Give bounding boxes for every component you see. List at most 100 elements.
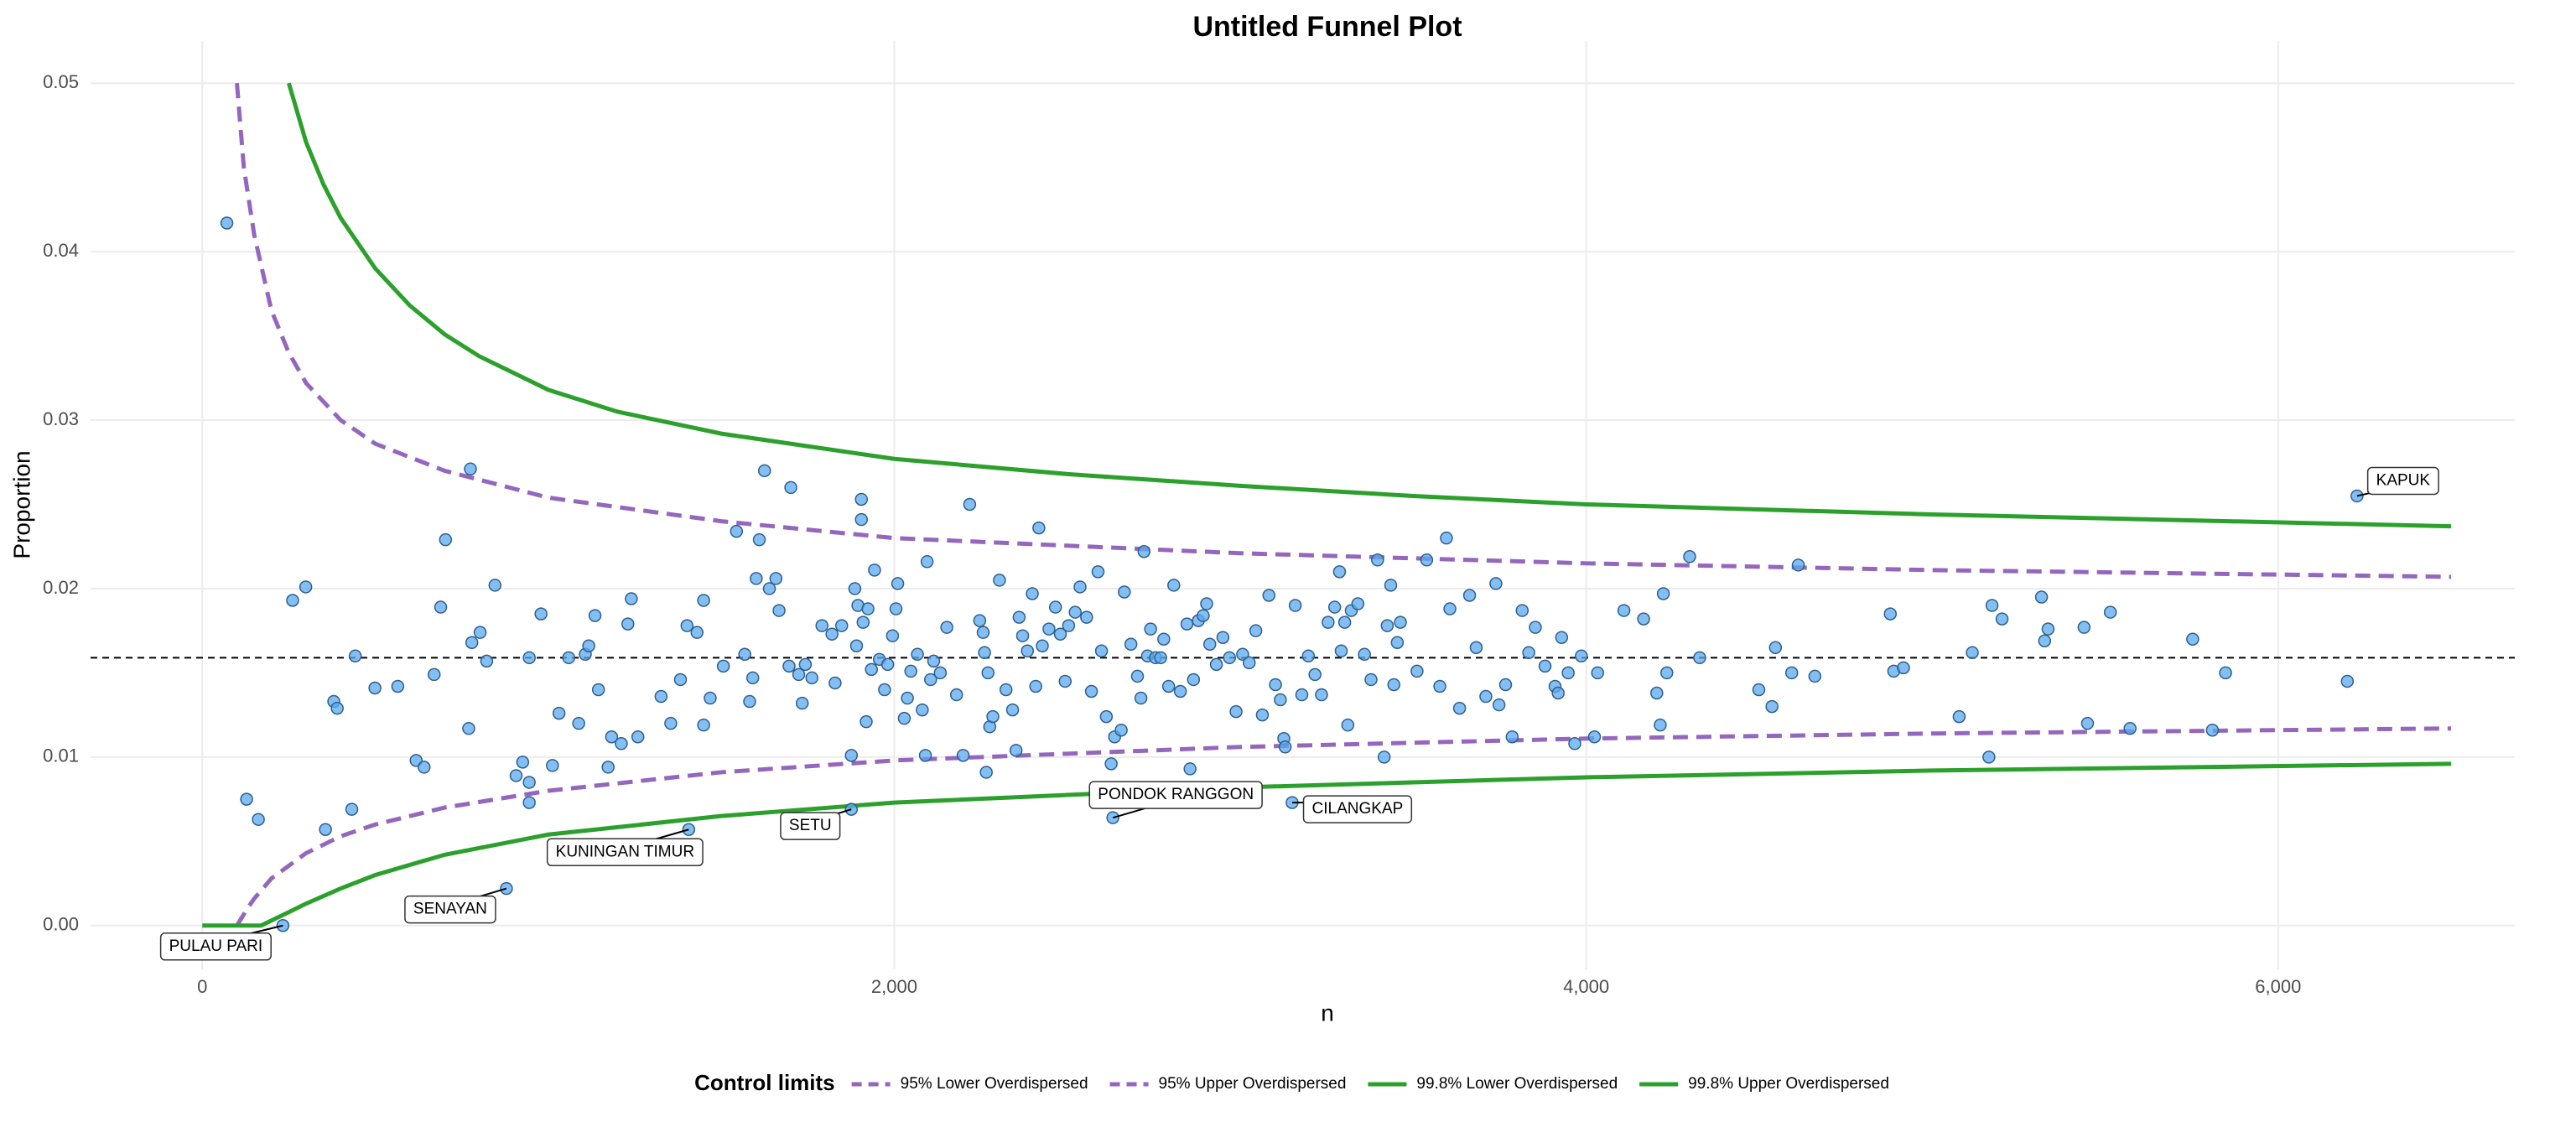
data-point (856, 615, 870, 629)
data-point (1099, 709, 1114, 724)
data-point (981, 666, 995, 680)
data-point (976, 626, 990, 639)
data-point (1492, 698, 1506, 712)
legend-label: 95% Lower Overdispersed (901, 1075, 1088, 1093)
data-point (2080, 716, 2095, 730)
data-point (1327, 600, 1342, 614)
data-point (1229, 704, 1243, 719)
data-point (920, 555, 934, 569)
annotation-box (404, 895, 496, 924)
data-point (1768, 641, 1783, 655)
x-tick-label: 6,000 (2255, 976, 2301, 997)
data-point (1683, 550, 1696, 564)
legend-label: 99.8% Lower Overdispersed (1416, 1075, 1618, 1093)
data-point (973, 614, 987, 627)
data-point (1202, 637, 1217, 651)
data-point (1587, 730, 1602, 744)
annotation-label: PONDOK RANGGON (1098, 786, 1254, 803)
data-point (784, 480, 797, 495)
data-point (2123, 721, 2137, 735)
chart-title: Untitled Funnel Plot (1192, 11, 1462, 43)
data-point (1351, 597, 1365, 610)
data-point (1173, 684, 1187, 699)
data-point (738, 647, 751, 662)
data-point (1144, 622, 1157, 636)
data-point (522, 796, 536, 809)
data-point (582, 639, 595, 653)
data-point (1791, 558, 1805, 572)
data-point (439, 532, 453, 547)
data-point (1269, 678, 1282, 692)
data-point (782, 659, 796, 673)
data-point (1315, 688, 1328, 702)
data-point (680, 619, 694, 632)
data-point (1808, 669, 1822, 683)
data-point (591, 683, 605, 697)
data-point (2041, 622, 2055, 636)
data-point (1026, 587, 1039, 600)
data-point (1180, 617, 1194, 631)
data-point (1295, 688, 1309, 702)
data-point (901, 691, 914, 705)
data-point (1420, 553, 1434, 567)
legend-label: 99.8% Upper Overdispersed (1688, 1075, 1889, 1093)
legend-title: Control limits (694, 1070, 835, 1095)
data-point (2186, 632, 2199, 646)
annotation-box (2366, 466, 2439, 496)
annotation-box (546, 838, 704, 866)
data-point (716, 659, 730, 673)
data-point (1005, 703, 1020, 717)
data-point (1752, 683, 1766, 697)
data-point (286, 594, 299, 607)
data-point (825, 627, 839, 641)
data-point (1084, 684, 1098, 699)
data-point (345, 802, 359, 816)
data-point (1137, 544, 1151, 558)
plot-area (91, 82, 2515, 932)
y-tick-label: 0.01 (43, 745, 79, 766)
data-point (878, 683, 891, 697)
data-point (1654, 718, 1667, 732)
data-point (1443, 602, 1457, 615)
data-point (886, 629, 900, 642)
data-point (1575, 649, 1588, 663)
data-point (615, 737, 628, 750)
data-point (690, 626, 704, 639)
grid: 0.00 0.01 0.02 0.03 0.04 0.05 0 2,000 4,000 6,000 (43, 41, 2515, 997)
data-point (792, 667, 806, 682)
data-point (509, 769, 523, 782)
data-point (2103, 605, 2117, 619)
data-point (631, 730, 645, 744)
data-point (1883, 607, 1898, 621)
data-point (1784, 666, 1799, 680)
data-point (1380, 619, 1394, 632)
data-point (1377, 750, 1391, 764)
data-point (1167, 579, 1181, 592)
data-point (904, 664, 917, 678)
data-point (798, 657, 813, 672)
data-point (1080, 610, 1093, 624)
data-point (562, 651, 575, 665)
data-point (1134, 691, 1148, 705)
data-point (1012, 610, 1026, 624)
data-point (1538, 659, 1552, 673)
data-point (464, 462, 477, 476)
data-point (534, 607, 548, 621)
data-point (1200, 597, 1213, 610)
y-axis-title: Proportion (8, 450, 34, 558)
data-point (889, 602, 903, 615)
data-point (1364, 673, 1378, 687)
data-point (1183, 762, 1197, 776)
data-point (1469, 641, 1483, 655)
data-point (924, 673, 937, 687)
data-point (933, 666, 948, 680)
data-point (1489, 577, 1503, 590)
data-point (697, 718, 710, 732)
data-point (1561, 666, 1575, 680)
data-point (993, 574, 1006, 587)
data-point (1462, 589, 1477, 602)
data-point (546, 759, 559, 772)
data-point (588, 609, 602, 622)
data-point (1515, 604, 1530, 617)
